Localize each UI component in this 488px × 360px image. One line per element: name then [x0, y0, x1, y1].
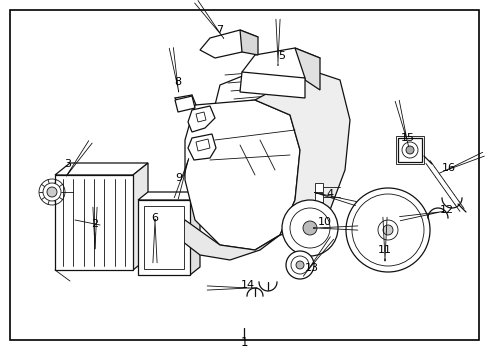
Text: 9: 9 [175, 173, 182, 183]
Polygon shape [294, 48, 319, 90]
Circle shape [282, 200, 337, 256]
Polygon shape [200, 30, 258, 58]
Polygon shape [138, 200, 190, 275]
Text: 8: 8 [174, 77, 181, 87]
Text: 15: 15 [400, 133, 414, 143]
Text: 16: 16 [441, 163, 455, 173]
Polygon shape [55, 175, 133, 270]
Circle shape [351, 194, 423, 266]
Text: 2: 2 [91, 219, 99, 229]
Text: 4: 4 [325, 189, 332, 199]
Circle shape [295, 261, 304, 269]
Polygon shape [254, 70, 349, 235]
Text: 12: 12 [439, 205, 453, 215]
Text: 1: 1 [240, 336, 247, 348]
Circle shape [47, 187, 57, 197]
Polygon shape [196, 112, 205, 122]
Polygon shape [55, 163, 148, 175]
Polygon shape [314, 183, 323, 192]
Circle shape [346, 188, 429, 272]
Circle shape [290, 256, 308, 274]
Polygon shape [187, 134, 216, 160]
Circle shape [382, 225, 392, 235]
Circle shape [285, 251, 313, 279]
Polygon shape [138, 192, 200, 200]
Circle shape [289, 208, 329, 248]
Circle shape [377, 220, 397, 240]
Polygon shape [240, 72, 305, 98]
Text: 3: 3 [64, 159, 71, 169]
Circle shape [43, 183, 61, 201]
Polygon shape [187, 106, 215, 132]
Polygon shape [314, 193, 323, 202]
Polygon shape [178, 220, 280, 260]
Polygon shape [215, 65, 309, 105]
Text: 6: 6 [151, 213, 158, 223]
Circle shape [401, 142, 417, 158]
Text: 14: 14 [241, 280, 254, 290]
Polygon shape [184, 100, 299, 250]
Polygon shape [240, 30, 258, 55]
Text: 13: 13 [305, 263, 318, 273]
Polygon shape [190, 192, 200, 275]
Polygon shape [133, 163, 148, 270]
Circle shape [303, 221, 316, 235]
Text: 5: 5 [278, 51, 285, 61]
Polygon shape [175, 96, 195, 112]
Circle shape [405, 146, 413, 154]
Text: 10: 10 [317, 217, 331, 227]
Text: 11: 11 [377, 245, 391, 255]
Polygon shape [196, 139, 209, 151]
Polygon shape [242, 48, 319, 82]
Polygon shape [397, 138, 421, 162]
Polygon shape [143, 206, 183, 269]
Text: 7: 7 [216, 25, 223, 35]
